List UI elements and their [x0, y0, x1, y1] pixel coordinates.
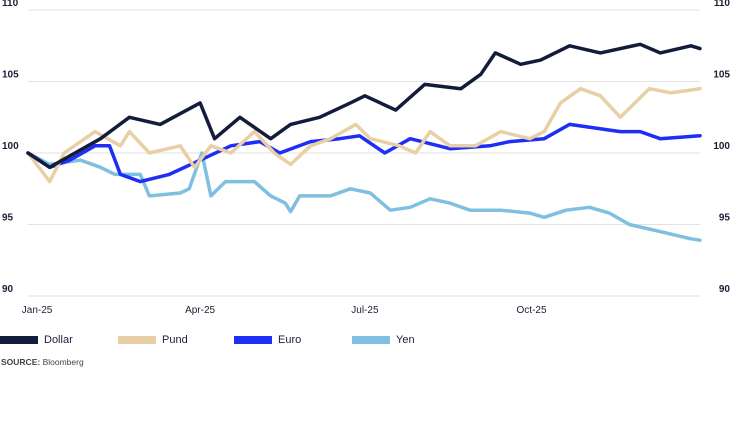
- legend-item-pund: Pund: [118, 334, 188, 346]
- y-tick-label-left: 90: [2, 284, 14, 295]
- source-text: Bloomberg: [42, 357, 84, 367]
- x-tick-label: Jul-25: [351, 305, 379, 316]
- y-tick-label-left: 100: [2, 141, 19, 152]
- series-line-dollar: [26, 42, 702, 170]
- y-tick-label-left: 105: [2, 70, 19, 81]
- y-tick-label-right: 110: [714, 0, 731, 9]
- source-note: SOURCE: Bloomberg: [1, 357, 84, 367]
- y-tick-label-left: 110: [2, 0, 19, 9]
- y-tick-label-right: 100: [713, 141, 730, 152]
- x-tick-label: Oct-25: [517, 305, 547, 316]
- legend-item-dollar: Dollar: [0, 334, 73, 346]
- legend-item-yen: Yen: [352, 334, 415, 346]
- legend-swatch: [0, 336, 38, 344]
- x-tick-label: Apr-25: [185, 305, 215, 316]
- line-chart: 90 90 95 95 100 100 105 105 110 110 Jan-25 Apr-25 Ju…: [2, 0, 731, 316]
- legend-label: Dollar: [44, 334, 73, 346]
- series-line-yen: [26, 151, 702, 242]
- y-tick-label-right: 90: [719, 284, 731, 295]
- y-tick-label-right: 105: [713, 70, 730, 81]
- legend-item-euro: Euro: [234, 334, 301, 346]
- y-tick-label-left: 95: [2, 213, 14, 224]
- legend-label: Pund: [162, 334, 188, 346]
- y-tick-label-right: 95: [719, 213, 731, 224]
- legend-swatch: [118, 336, 156, 344]
- legend: Dollar Pund Euro Yen: [0, 334, 732, 348]
- series-line-pund: [26, 86, 702, 184]
- legend-label: Euro: [278, 334, 302, 346]
- source-label: SOURCE:: [1, 357, 41, 367]
- x-tick-label: Jan-25: [22, 305, 53, 316]
- legend-swatch: [352, 336, 390, 344]
- legend-label: Yen: [396, 334, 415, 346]
- legend-swatch: [234, 336, 272, 344]
